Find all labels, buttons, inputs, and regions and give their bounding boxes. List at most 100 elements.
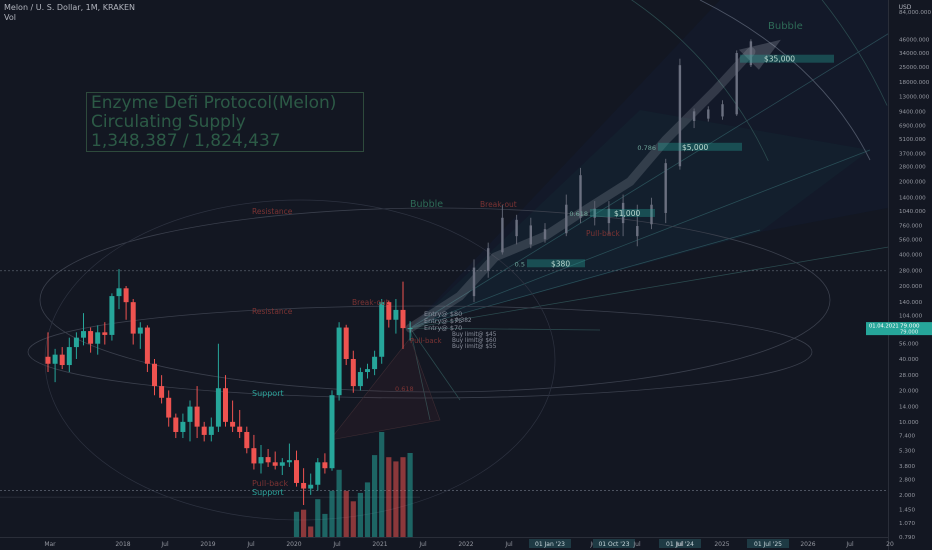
price-tick-label: 84,000.000 [899, 10, 931, 16]
pullback-mid-label: Pull-back [410, 337, 443, 345]
projection-bar [529, 225, 532, 245]
projection-bar [749, 41, 753, 66]
target-box [658, 142, 742, 151]
projection-bar [692, 111, 696, 121]
price-tick-label: 1.450 [899, 507, 915, 513]
candle-body [123, 288, 129, 303]
price-tick-label: 5100.000 [899, 137, 926, 143]
time-tick-label: Jul [845, 541, 854, 548]
price-tick-label: 2.000 [899, 493, 915, 499]
annotation-layer: $380 0.5 $1,000 0.618 $5,000 0.786 $35,000 Resi… [252, 21, 834, 497]
price-tick-label: 0.790 [899, 535, 915, 541]
time-tick-label: Jul [160, 541, 169, 548]
projection-bar [487, 248, 490, 271]
time-tick-label: Jul [246, 541, 255, 548]
volume-indicator-label: Vol [4, 13, 16, 22]
price-tick-label: 5.300 [899, 449, 915, 455]
volume-bar [386, 457, 392, 537]
current-price-sub: 79.000 [900, 330, 918, 336]
fan-arc [699, 0, 871, 161]
candle-body [215, 388, 221, 427]
time-tick-label: Jul [418, 541, 427, 548]
candle-body [244, 431, 250, 449]
info-line-supply: 1,348,387 / 1,824,437 [91, 131, 281, 151]
projection-arrow-head [738, 39, 781, 70]
price-tick-label: 20.000 [899, 388, 919, 394]
projection-bar [721, 104, 724, 117]
time-axis[interactable]: Mar 2018 Jul 2019 Jul 2020 Jul 2021 Jul 2022 Jul 01… [0, 537, 894, 550]
candle-body [336, 327, 342, 396]
volume-bar [336, 469, 342, 537]
time-tick-label: Mar [44, 541, 56, 548]
time-tick-label: 2019 [200, 541, 215, 548]
candle-body [116, 288, 122, 297]
price-axis-background [889, 0, 932, 550]
target-box [740, 54, 834, 63]
candle-body [152, 363, 157, 387]
fibonacci-fan-layer [27, 0, 931, 521]
candle-body [258, 457, 264, 464]
current-price-date: 01.04.2021 [869, 324, 899, 330]
price-tick-label: 1.070 [899, 521, 915, 527]
time-tick-label: 2022 [458, 541, 473, 548]
candle-body [102, 332, 108, 335]
volume-bar [407, 453, 413, 537]
target-label: $35,000 [764, 55, 795, 64]
time-tick-label: 20 [886, 541, 894, 548]
support-lower-label: Support [252, 488, 284, 497]
time-tick-label: 01 Jul '24 [666, 541, 694, 548]
projection-bar [707, 109, 710, 119]
info-line-name: Enzyme Defi Protocol(Melon) [91, 93, 337, 113]
volume-bar [393, 461, 399, 537]
time-tick-label: Jul [332, 541, 341, 548]
price-tick-label: 7.400 [899, 434, 915, 440]
candle-body [137, 327, 143, 334]
time-tick-label: 2018 [115, 541, 130, 548]
price-tick-label: 2.800 [899, 478, 915, 484]
candle-body [208, 426, 214, 435]
time-tick-label: 2020 [286, 541, 301, 548]
candle-body [379, 302, 385, 357]
candles-layer [45, 269, 413, 505]
candle-body [59, 354, 65, 366]
candle-body [173, 417, 179, 432]
pullback-triangle [329, 337, 441, 441]
volume-bar [400, 457, 406, 537]
price-tick-label: 104.000 [899, 314, 923, 320]
breakout-left-label: Break-out [352, 298, 389, 307]
candle-body [329, 395, 335, 469]
projection-bar [636, 226, 639, 237]
candle-body [166, 397, 172, 418]
bubble-mid-label: Bubble [410, 199, 443, 210]
candle-body [279, 462, 285, 466]
candle-body [343, 327, 349, 359]
projection-bar [501, 217, 504, 253]
price-tick-label: 6900.000 [899, 123, 926, 129]
fan-line [409, 327, 461, 401]
candle-body [109, 296, 115, 335]
fan-line [410, 327, 601, 331]
projection-bar [678, 65, 682, 167]
projection-bar [735, 53, 738, 115]
candle-body [223, 388, 228, 422]
time-tick-label: Jul [504, 541, 513, 548]
price-tick-label: 760.000 [899, 223, 923, 229]
volume-bar [343, 490, 349, 537]
resistance-upper-label: Resistance [252, 207, 293, 216]
volume-bar [329, 490, 335, 537]
pullback-lower-label: Pull-back [252, 479, 288, 488]
supply-info-box[interactable]: Enzyme Defi Protocol(Melon) Circulating … [86, 92, 364, 152]
price-tick-label: 14.000 [899, 405, 919, 411]
buy-limit-60-label: Buy limit@ $60 [452, 338, 497, 344]
candle-body [73, 337, 79, 348]
price-tick-label: 34000.000 [899, 51, 930, 57]
candle-body [194, 406, 200, 427]
price-tick-label: 9400.000 [899, 109, 926, 115]
candle-body [187, 406, 193, 422]
time-label-badge [593, 539, 635, 548]
price-tick-label: 56.000 [899, 342, 919, 348]
fib-0-618-label: 0.618 [569, 210, 588, 218]
volume-layer [293, 432, 413, 537]
